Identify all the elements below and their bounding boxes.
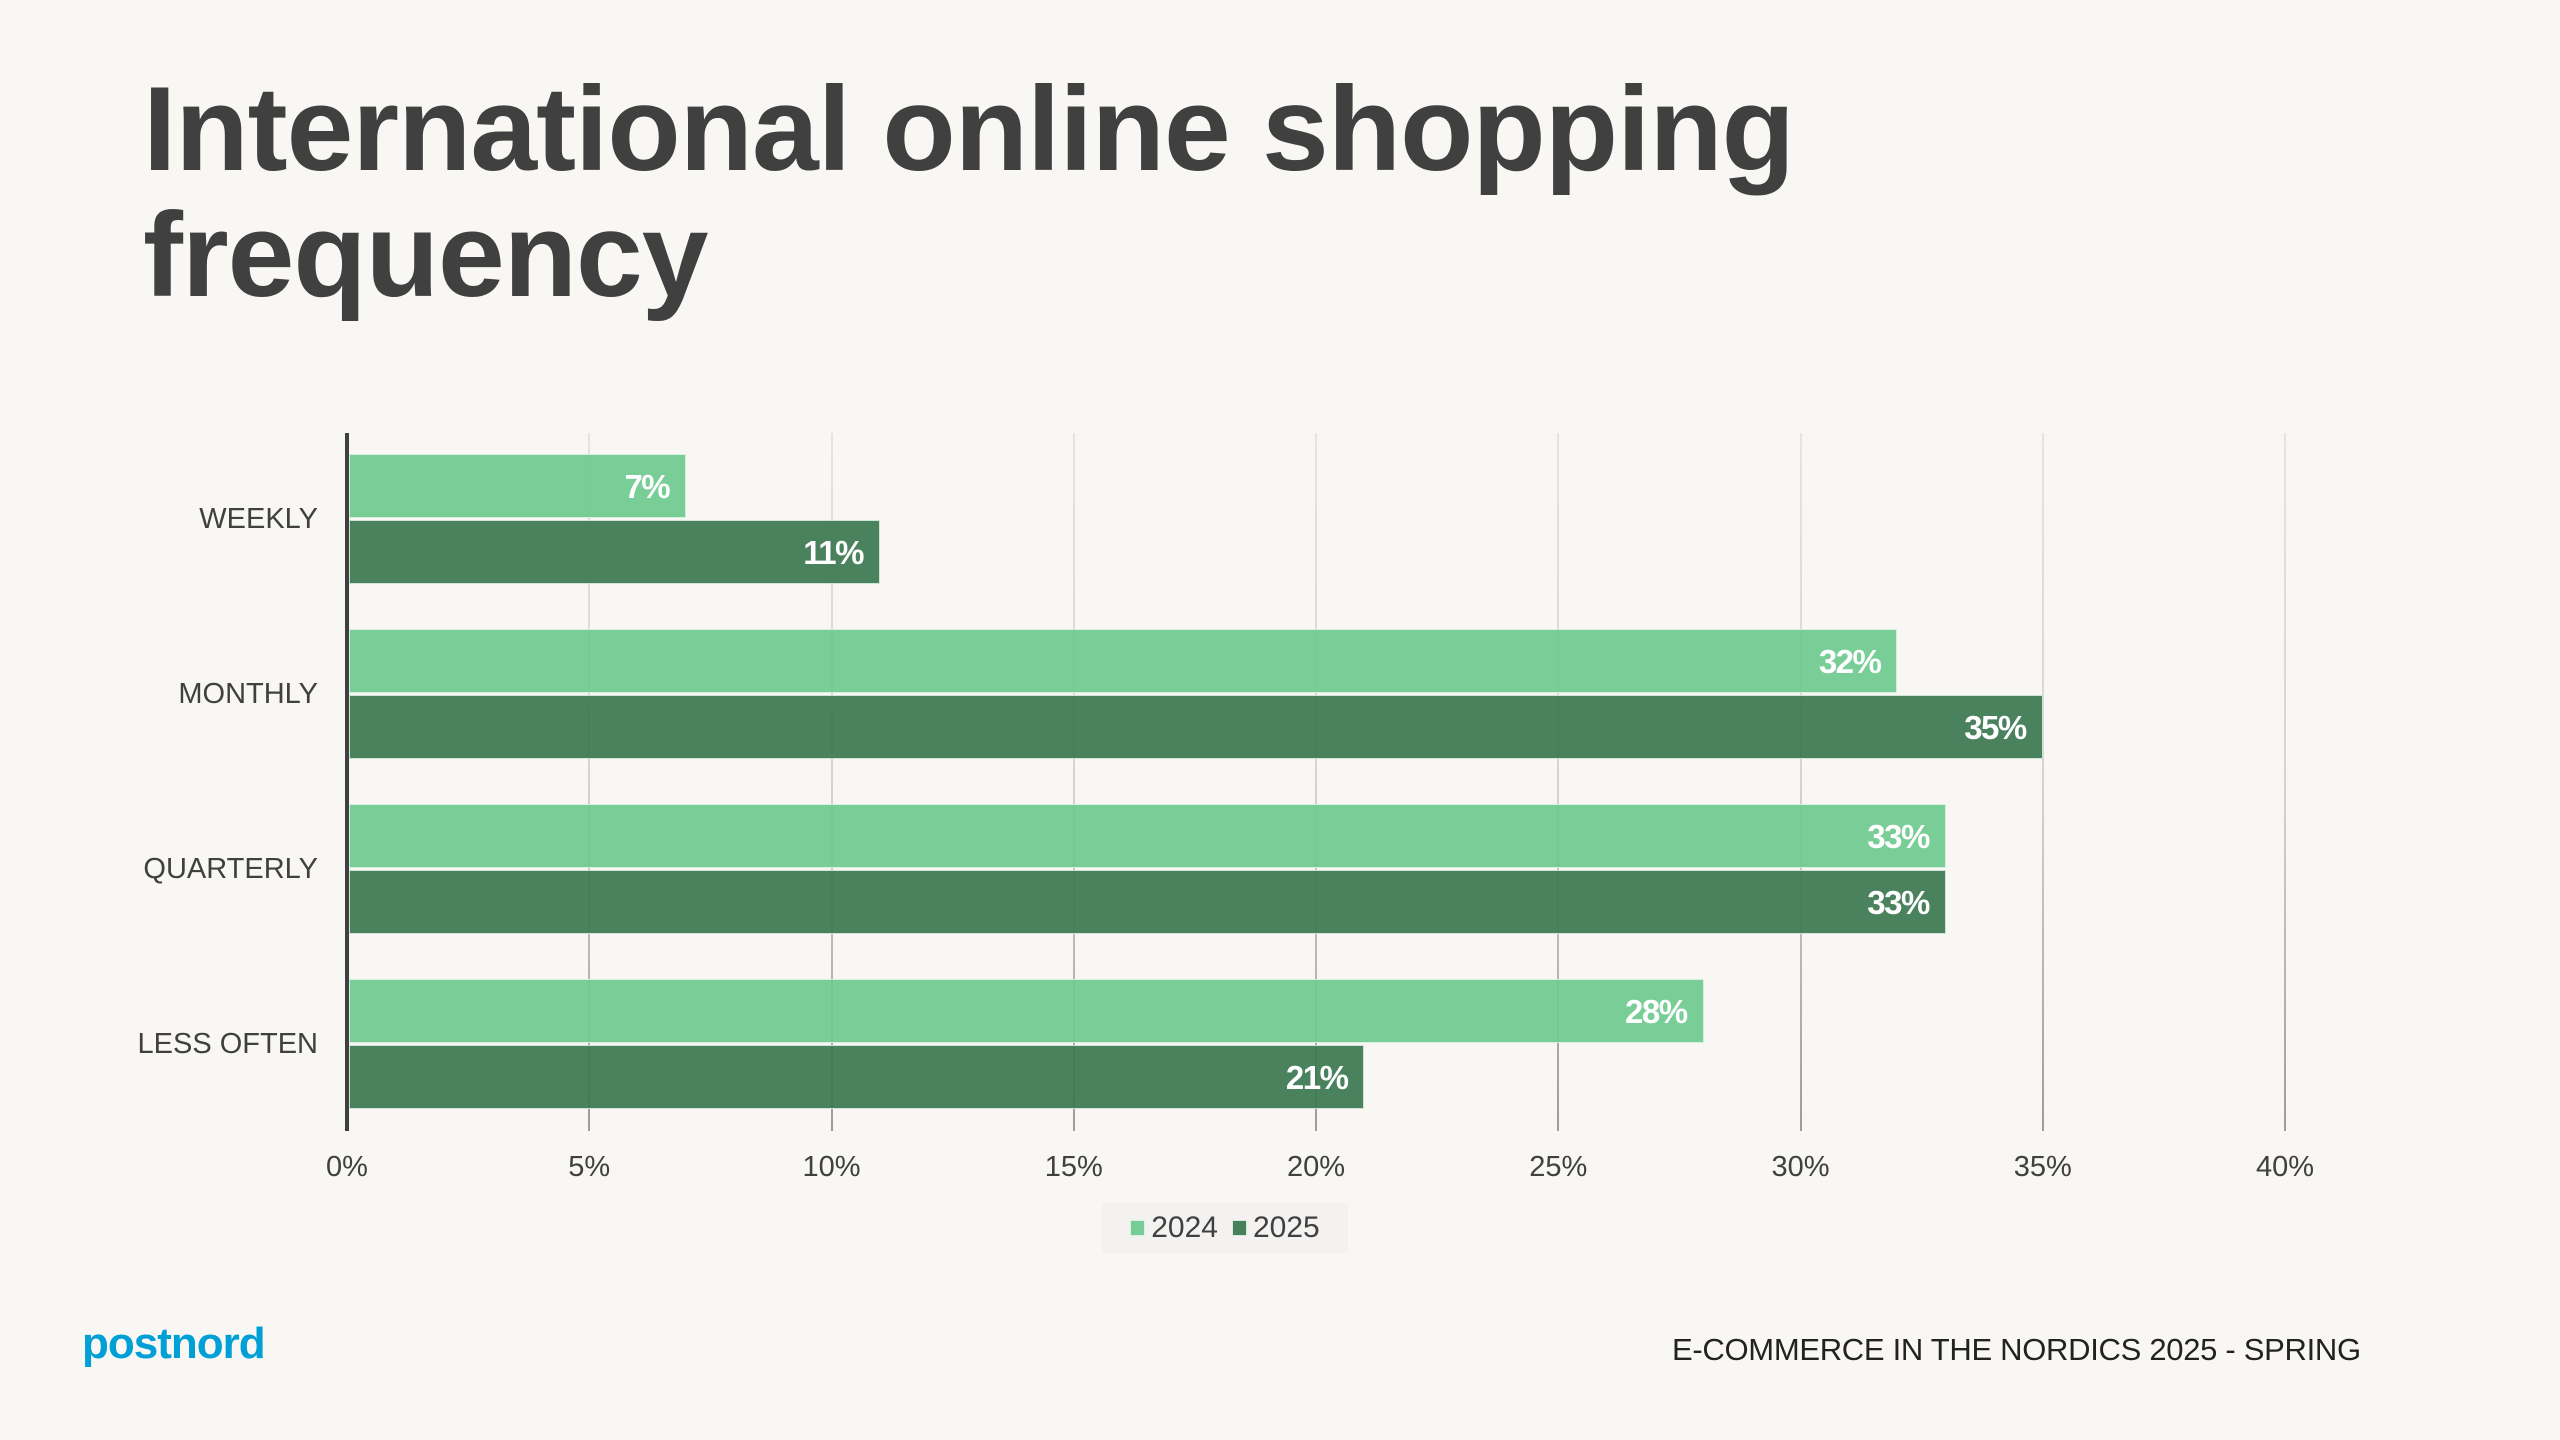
x-tick-label: 5%: [568, 1151, 611, 1183]
y-axis-line: [345, 433, 349, 1131]
legend-swatch-icon: [1130, 1220, 1146, 1236]
x-tick-label: 35%: [2013, 1151, 2072, 1183]
bar-value-label: 28%: [1625, 992, 1688, 1030]
bar-value-label: 21%: [1285, 1058, 1349, 1096]
x-tick-label: 10%: [802, 1151, 861, 1183]
x-tick-label: 20%: [1286, 1151, 1346, 1183]
postnord-logo: postnord: [82, 1319, 266, 1368]
bar-2025: 33%: [349, 870, 1946, 934]
title-line-1: International online shopping: [143, 62, 1795, 196]
x-tick-label: 25%: [1529, 1151, 1588, 1183]
category-label: WEEKLY: [199, 503, 318, 535]
chart-legend: 2024 2025: [1102, 1203, 1348, 1253]
bar-2025: 11%: [349, 520, 880, 584]
gridline: [2041, 433, 2044, 1131]
bar-value-label: 33%: [1867, 883, 1930, 921]
x-tick-label: 40%: [2255, 1151, 2315, 1183]
gridline: [2284, 433, 2286, 1131]
gridline: [1557, 433, 1560, 1131]
legend-label: 2024: [1151, 1211, 1218, 1244]
bar-2024: 7%: [349, 454, 687, 518]
legend-item-2025: 2025: [1232, 1211, 1320, 1245]
footer-caption: E-COMMERCE IN THE NORDICS 2025 - SPRING: [1672, 1332, 2361, 1367]
bar-chart: 0% 5% 10% 15% 20% 25% 30% 35% 40% WEEKLY 7% 11% MONT…: [137, 433, 2315, 1183]
gridline: [588, 433, 591, 1131]
bar-value-label: 33%: [1867, 817, 1930, 855]
bar-2024: 32%: [349, 629, 1898, 693]
category-label: MONTHLY: [178, 678, 318, 710]
bar-2025: 35%: [349, 695, 2043, 759]
bar-2024: 28%: [349, 979, 1704, 1043]
legend-swatch-icon: [1232, 1220, 1247, 1236]
slide-title: International online shopping frequency: [143, 66, 2143, 318]
title-line-2: frequency: [143, 188, 709, 322]
bar-value-label: 11%: [803, 533, 864, 571]
gridline: [1799, 433, 1802, 1131]
gridline: [1315, 433, 1317, 1131]
bar-value-label: 7%: [624, 467, 670, 505]
category-label: QUARTERLY: [143, 853, 318, 885]
gridline: [830, 433, 833, 1131]
x-tick-label: 15%: [1044, 1151, 1103, 1183]
bar-value-label: 35%: [1964, 708, 2027, 746]
gridline: [1072, 433, 1075, 1131]
x-tick-label: 0%: [326, 1151, 368, 1183]
legend-item-2024: 2024: [1130, 1211, 1218, 1245]
bar-2024: 33%: [349, 804, 1946, 868]
legend-label: 2025: [1253, 1211, 1320, 1244]
category-label: LESS OFTEN: [137, 1028, 319, 1060]
bar-2025: 21%: [349, 1045, 1365, 1109]
bar-value-label: 32%: [1818, 642, 1882, 680]
x-tick-label: 30%: [1771, 1151, 1830, 1183]
